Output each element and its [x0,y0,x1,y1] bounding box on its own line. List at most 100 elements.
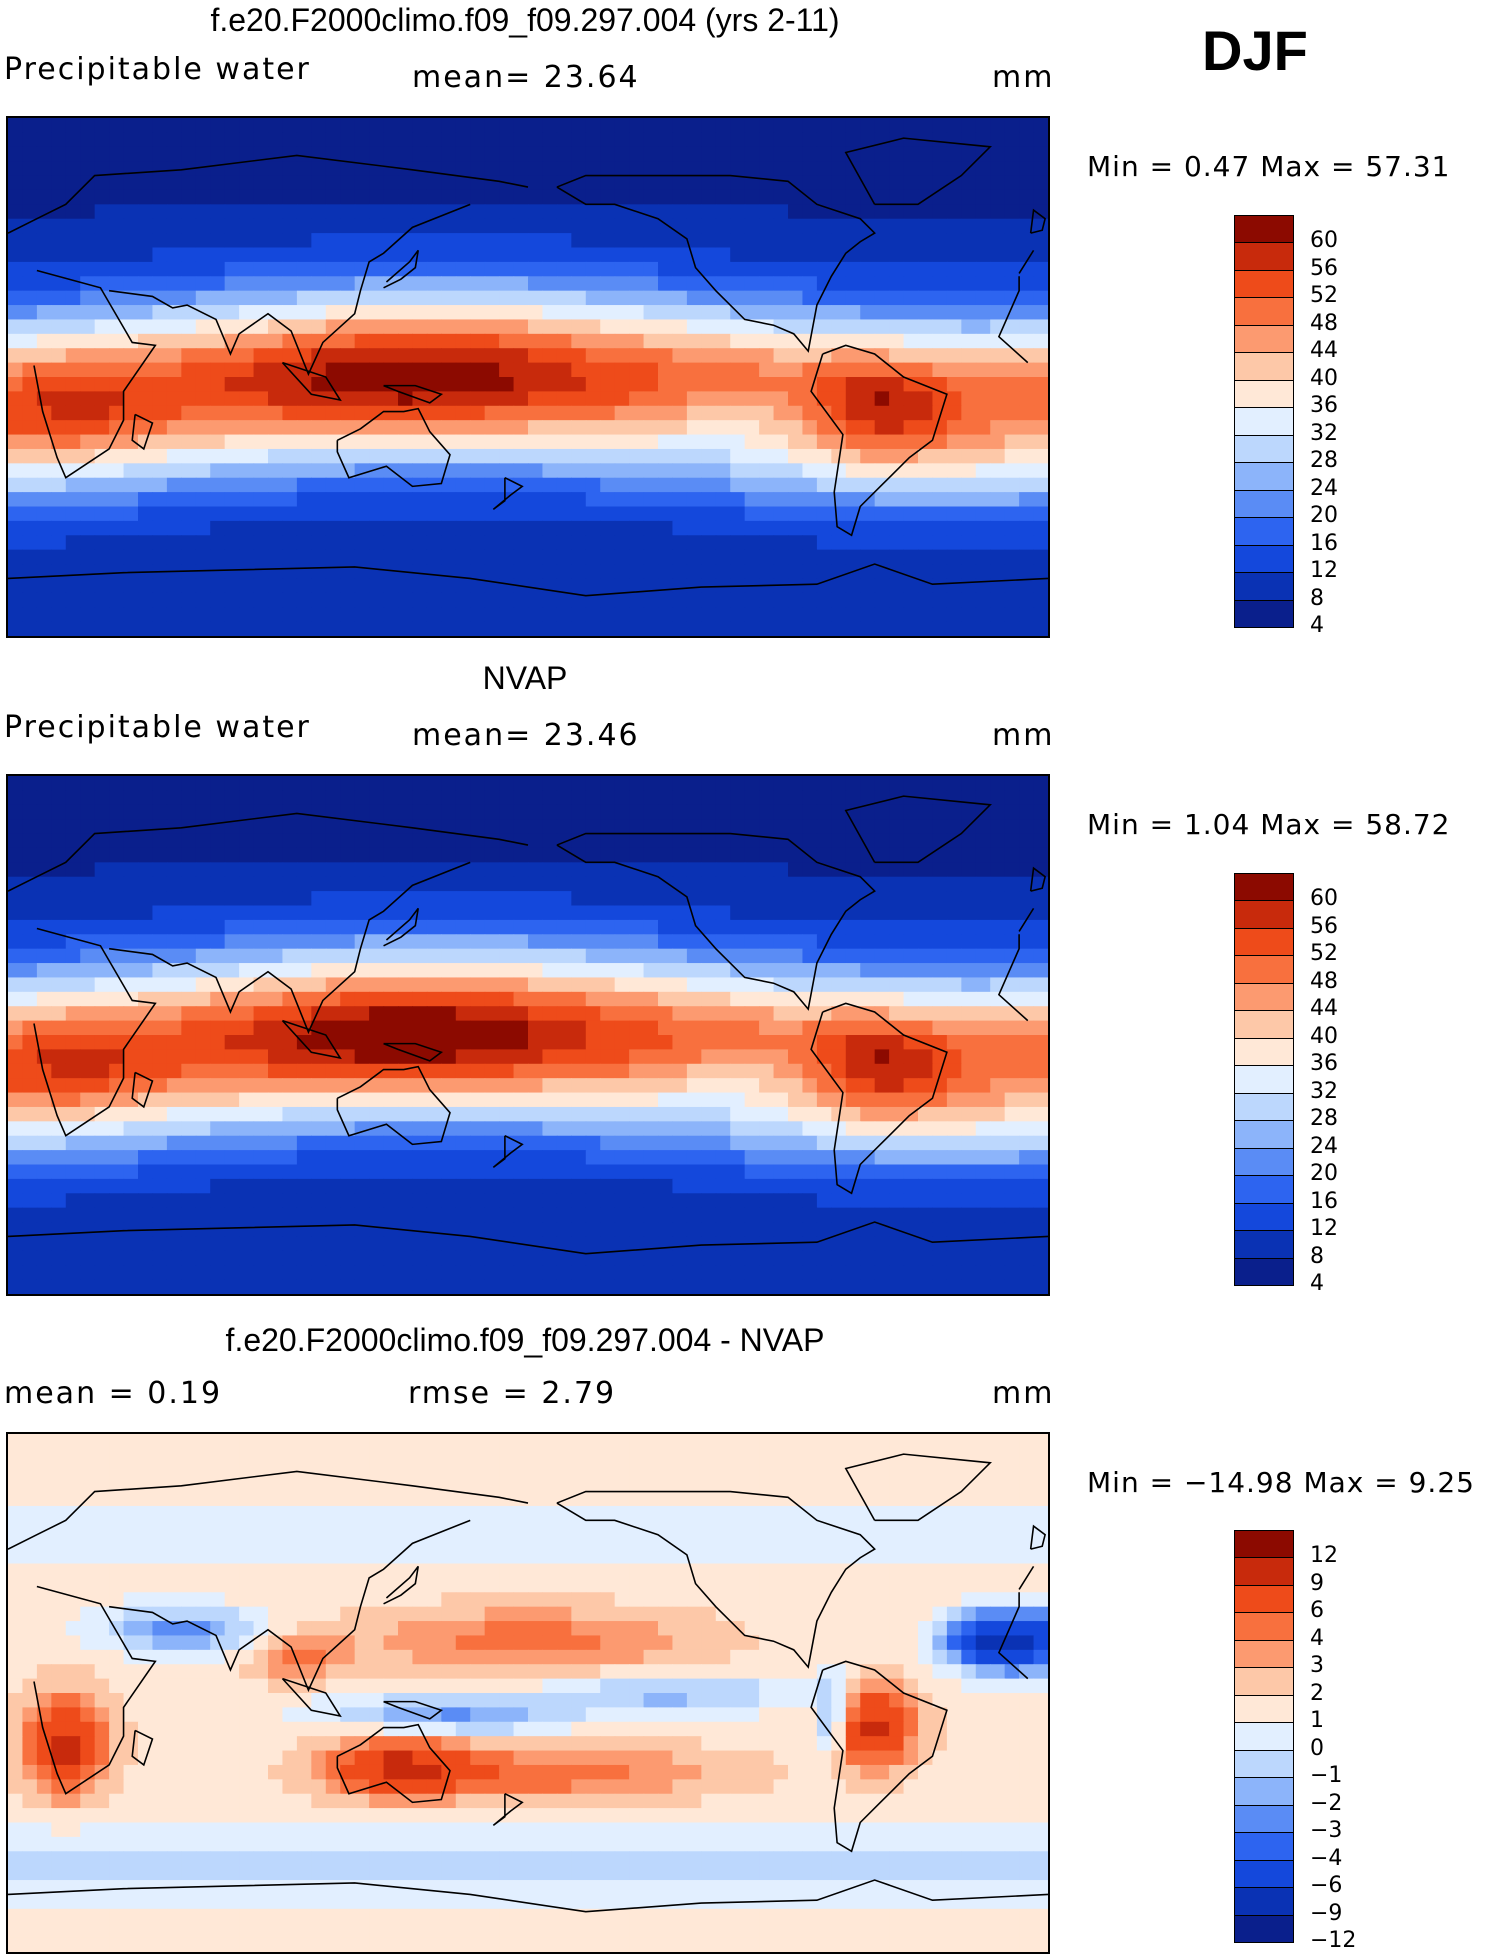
field-cell [51,1063,67,1079]
field-cell [441,876,457,892]
field-cell [195,621,211,636]
field-cell [672,963,688,979]
field-cell [340,790,356,806]
field-cell [455,1006,471,1022]
field-cell [296,1236,312,1252]
field-cell [860,847,876,863]
field-cell [138,247,154,263]
field-cell [239,405,255,421]
field-cell [730,420,746,436]
field-cell [802,1178,818,1194]
field-cell [614,607,630,623]
field-cell [499,1207,515,1223]
field-cell [152,132,168,148]
field-cell [152,1020,168,1036]
field-cell [831,963,847,979]
field-cell [36,305,52,321]
field-cell [730,319,746,335]
field-cell [499,549,515,565]
field-cell [166,506,182,522]
field-cell [672,977,688,993]
field-cell [36,233,52,249]
field-cell [990,1106,1006,1122]
field-cell [643,847,659,863]
field-cell [1019,1135,1035,1151]
field-cell [138,1150,154,1166]
field-cell [701,1035,717,1050]
field-cell [8,290,24,306]
field-cell [903,189,919,205]
field-cell [686,905,702,921]
field-cell [672,1178,688,1194]
field-cell [629,549,645,565]
field-cell [22,1106,38,1122]
field-cell [224,118,240,133]
field-cell [918,420,934,436]
field-cell [658,621,674,636]
field-cell [932,1078,948,1094]
field-cell [614,175,630,191]
field-cell [138,1063,154,1079]
field-cell [224,247,240,263]
field-cell [600,1164,616,1180]
field-cell [109,218,125,234]
field-cell [166,420,182,436]
field-cell [701,146,717,162]
field-cell [80,1150,96,1166]
field-cell [22,1121,38,1137]
field-cell [874,1207,890,1223]
field-cell [975,175,991,191]
field-cell [8,549,24,565]
field-cell [499,420,515,436]
field-cell [614,391,630,407]
field-cell [889,862,905,878]
field-cell [614,991,630,1007]
field-cell [932,161,948,177]
field-cell [340,948,356,964]
field-cell [166,934,182,950]
field-cell [614,1135,630,1151]
field-cell [585,261,601,277]
field-cell [571,804,587,820]
field-cell [65,592,81,608]
field-cell [123,1006,139,1022]
field-cell [484,1035,500,1050]
field-cell [239,161,255,177]
field-cell [195,535,211,551]
field-cell [600,319,616,335]
field-cell [932,405,948,421]
field-cell [224,564,240,580]
field-cell [383,261,399,277]
field-cell [455,132,471,148]
field-cell [629,333,645,349]
field-cell [325,161,341,177]
field-cell [195,132,211,148]
field-cell [94,934,110,950]
field-cell [484,348,500,364]
field-cell [109,405,125,421]
field-cell [643,247,659,263]
field-cell [975,1092,991,1108]
field-cell [585,1222,601,1238]
field-cell [325,261,341,277]
field-cell [253,448,269,464]
field-cell [831,405,847,421]
field-cell [629,1106,645,1122]
field-cell [600,891,616,907]
field-cell [932,891,948,907]
field-cell [210,362,226,378]
field-cell [282,578,298,594]
field-cell [946,1049,962,1065]
field-cell [441,132,457,148]
field-cell [802,1063,818,1079]
field-cell [36,161,52,177]
field-cell [556,1178,572,1194]
field-cell [455,261,471,277]
field-cell [195,1236,211,1252]
field-cell [1004,175,1020,191]
field-cell [311,477,327,493]
field-cell [831,1063,847,1079]
field-cell [296,448,312,464]
field-cell [788,506,804,522]
field-cell [831,1207,847,1223]
